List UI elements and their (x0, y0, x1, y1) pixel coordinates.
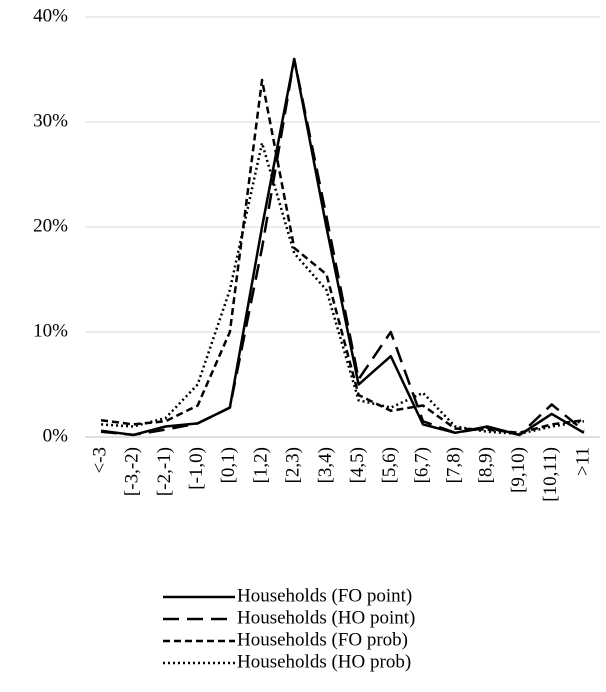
y-tick-label: 20% (33, 215, 68, 236)
x-tick-label: [3,4) (315, 447, 336, 483)
x-tick-label: [1,2) (250, 447, 271, 483)
legend-label: Households (FO prob) (237, 629, 408, 650)
x-tick-label: [9,10) (508, 447, 529, 493)
x-tick-label: [-3,-2) (122, 447, 143, 496)
series-line (100, 57, 585, 437)
x-tick-label: [4,5) (347, 447, 368, 483)
y-tick-label: 40% (33, 5, 68, 26)
series-line (100, 78, 585, 435)
x-tick-label: [10,11) (540, 447, 561, 502)
y-tick-label: 30% (33, 110, 68, 131)
x-tick-label: [0,1) (218, 447, 239, 483)
x-tick-label: [-1,0) (186, 447, 207, 490)
x-tick-label: [7,8) (444, 447, 465, 483)
legend-label: Households (FO point) (237, 585, 412, 606)
series-line (100, 57, 585, 437)
y-tick-label: 10% (33, 320, 68, 341)
x-tick-label: [8,9) (476, 447, 497, 483)
series-line (101, 141, 585, 436)
x-tick-label: >11 (572, 447, 593, 476)
x-tick-label: [5,6) (379, 447, 400, 483)
y-tick-label: 0% (43, 425, 69, 446)
x-tick-label: [2,3) (283, 447, 304, 483)
x-tick-label: <-3 (89, 447, 110, 474)
x-tick-label: [-2,-1) (154, 447, 175, 496)
legend-label: Households (HO point) (237, 607, 415, 628)
legend-label: Households (HO prob) (237, 651, 411, 672)
x-tick-label: [6,7) (411, 447, 432, 483)
